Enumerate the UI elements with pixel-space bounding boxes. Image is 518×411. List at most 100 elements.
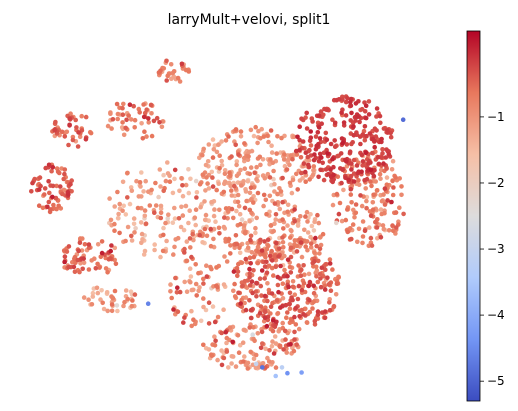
scatter-point <box>312 250 317 255</box>
scatter-point <box>247 325 252 330</box>
scatter-point <box>293 305 299 311</box>
scatter-point <box>247 218 252 224</box>
scatter-point <box>322 287 328 292</box>
scatter-point <box>239 217 245 222</box>
scatter-point <box>238 134 244 139</box>
scatter-point <box>299 287 305 293</box>
scatter-point <box>30 180 35 186</box>
scatter-point <box>357 134 363 139</box>
scatter-point <box>401 211 406 217</box>
scatter-point <box>68 181 73 187</box>
scatter-point <box>176 216 182 221</box>
scatter-point <box>50 165 56 170</box>
scatter-point <box>116 211 121 217</box>
scatter-point <box>165 216 170 221</box>
scatter-point <box>262 293 268 299</box>
scatter-point <box>193 281 199 287</box>
scatter-point <box>397 205 402 210</box>
scatter-point <box>108 217 114 223</box>
scatter-point <box>186 190 192 196</box>
scatter-point <box>139 240 144 246</box>
colorbar: −5 −4 −3 −2 −1 <box>466 30 505 402</box>
scatter-point <box>110 295 116 301</box>
scatter-point <box>119 125 125 130</box>
scatter-point <box>128 289 134 295</box>
scatter-point <box>221 355 227 361</box>
scatter-point <box>353 202 359 207</box>
scatter-point <box>141 114 147 120</box>
scatter-point <box>262 264 268 269</box>
scatter-point <box>234 242 240 247</box>
scatter-point <box>355 239 360 245</box>
scatter-point <box>246 154 251 159</box>
scatter-point <box>175 309 181 315</box>
scatter-point <box>338 151 344 156</box>
scatter-point <box>121 101 126 107</box>
scatter-point <box>261 318 267 324</box>
scatter-point <box>204 175 209 180</box>
scatter-point <box>226 365 231 370</box>
scatter-point <box>175 75 181 81</box>
scatter-point <box>280 296 286 301</box>
scatter-point <box>175 235 181 241</box>
scatter-point <box>115 111 121 117</box>
scatter-point <box>257 154 263 160</box>
scatter-point <box>297 308 303 314</box>
scatter-point <box>266 263 272 269</box>
scatter-point <box>233 142 238 148</box>
scatter-point <box>351 133 357 138</box>
scatter-point <box>40 205 46 211</box>
scatter-point <box>205 159 211 164</box>
scatter-point <box>381 161 386 166</box>
scatter-point <box>206 321 212 326</box>
scatter-point <box>62 259 67 265</box>
scatter-point <box>302 227 307 233</box>
scatter-point <box>307 177 313 182</box>
scatter-point <box>180 193 186 199</box>
scatter-point <box>316 258 321 264</box>
scatter-point <box>193 207 199 212</box>
scatter-point <box>356 226 362 232</box>
scatter-point <box>265 133 270 139</box>
scatter-point <box>231 269 237 274</box>
scatter-point <box>248 185 254 190</box>
scatter-point <box>308 241 314 246</box>
scatter-point <box>158 203 164 209</box>
scatter-point <box>288 342 293 347</box>
scatter-point <box>269 343 275 349</box>
scatter-point <box>360 159 366 164</box>
scatter-point <box>229 193 235 198</box>
scatter-point <box>232 183 237 189</box>
scatter-point <box>270 339 275 344</box>
scatter-point <box>294 249 300 254</box>
scatter-point <box>280 175 285 181</box>
scatter-point <box>183 182 189 188</box>
scatter-point <box>358 141 363 147</box>
scatter-point <box>390 192 396 198</box>
scatter-point <box>248 165 254 170</box>
scatter-point <box>341 187 346 193</box>
scatter-point <box>247 266 252 272</box>
scatter-point <box>174 290 180 295</box>
scatter-point <box>232 281 237 287</box>
scatter-point <box>171 252 176 257</box>
scatter-point <box>285 223 290 228</box>
scatter-point <box>69 178 74 183</box>
scatter-point <box>381 226 387 232</box>
scatter-point <box>280 320 286 326</box>
scatter-point <box>217 166 222 171</box>
scatter-point <box>278 305 283 310</box>
scatter-point <box>267 348 272 353</box>
scatter-point <box>219 348 224 353</box>
scatter-point <box>161 188 166 194</box>
scatter-point <box>282 152 287 157</box>
scatter-point <box>234 265 240 271</box>
scatter-point <box>379 155 384 160</box>
scatter-point <box>234 159 240 164</box>
scatter-point <box>330 156 335 162</box>
scatter-point <box>247 207 253 213</box>
scatter-point <box>182 315 187 320</box>
scatter-point <box>142 208 148 213</box>
scatter-point <box>360 234 366 239</box>
